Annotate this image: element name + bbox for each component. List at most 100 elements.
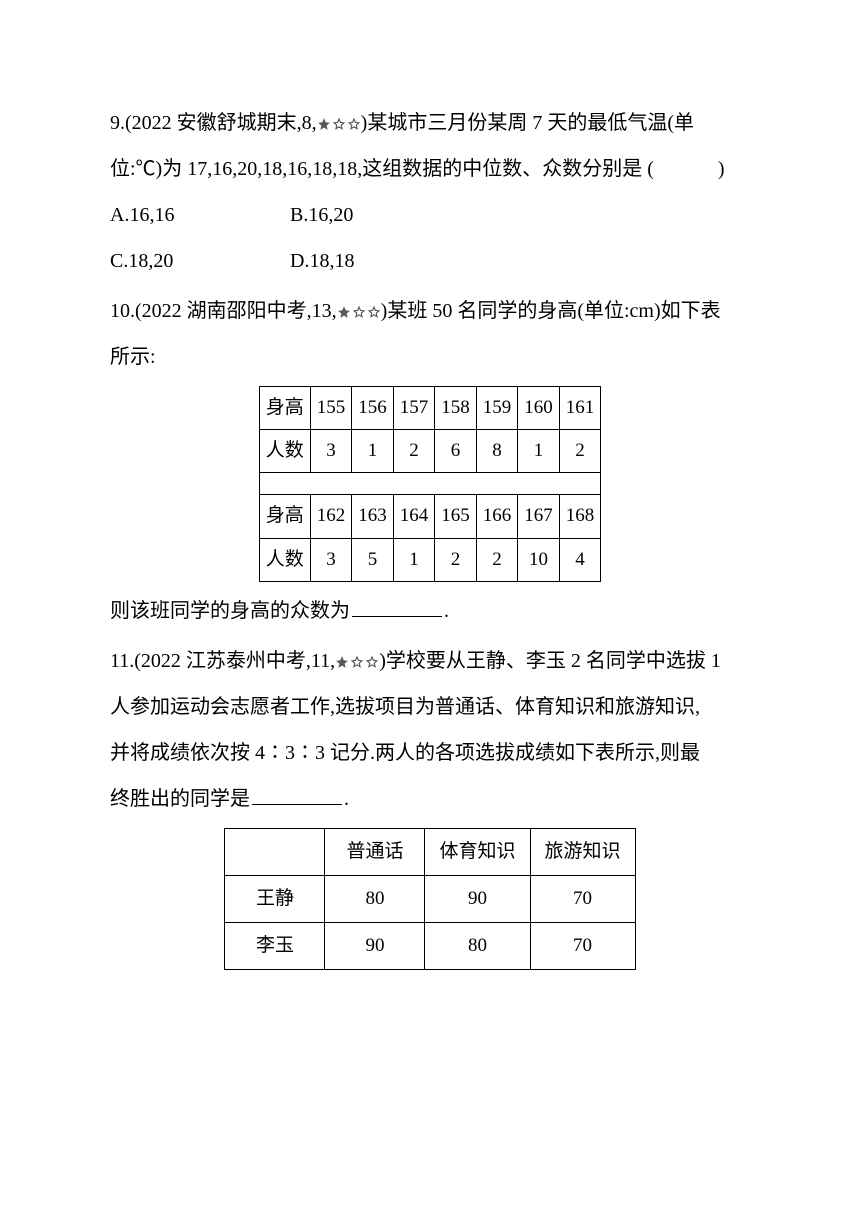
table-header: 旅游知识 bbox=[530, 828, 635, 875]
table-cell: 70 bbox=[530, 875, 635, 922]
table-cell: 166 bbox=[476, 495, 518, 538]
table-cell: 80 bbox=[325, 875, 425, 922]
table-cell: 70 bbox=[530, 923, 635, 970]
q11-source-prefix: (2022 江苏泰州中考,11, bbox=[134, 650, 335, 672]
table-cell: 80 bbox=[425, 923, 530, 970]
table-row: 普通话 体育知识 旅游知识 bbox=[225, 828, 635, 875]
q9-source-prefix: (2022 安徽舒城期末,8, bbox=[125, 112, 317, 134]
table-cell: 168 bbox=[559, 495, 601, 538]
table-cell: 3 bbox=[310, 538, 352, 581]
row-label: 人数 bbox=[259, 430, 310, 473]
table-spacer-row bbox=[259, 473, 601, 495]
q9-options-row2: C.18,20 D.18,18 bbox=[110, 238, 750, 284]
difficulty-stars-icon bbox=[335, 655, 379, 669]
scores-table: 普通话 体育知识 旅游知识 王静 80 90 70 李玉 90 80 70 bbox=[224, 828, 635, 971]
period: . bbox=[444, 600, 449, 622]
q10-source-prefix: (2022 湖南邵阳中考,13, bbox=[135, 300, 337, 322]
table-cell: 163 bbox=[352, 495, 394, 538]
table-cell: 6 bbox=[435, 430, 477, 473]
table-cell: 158 bbox=[435, 387, 477, 430]
table-cell: 2 bbox=[435, 538, 477, 581]
star-filled-icon bbox=[335, 655, 349, 669]
difficulty-stars-icon bbox=[317, 117, 361, 131]
row-label: 李玉 bbox=[225, 923, 325, 970]
table-cell: 4 bbox=[559, 538, 601, 581]
table-cell: 165 bbox=[435, 495, 477, 538]
q10-number: 10. bbox=[110, 300, 135, 322]
q11-conclusion: 终胜出的同学是 bbox=[110, 788, 250, 810]
table-cell: 2 bbox=[559, 430, 601, 473]
q9-text-line2: 位:℃)为 17,16,20,18,16,18,18,这组数据的中位数、众数分别… bbox=[110, 146, 750, 192]
q11-source-suffix: ) bbox=[379, 650, 386, 672]
option-c: C.18,20 bbox=[110, 238, 290, 284]
star-outline-icon bbox=[347, 117, 361, 131]
table-cell: 159 bbox=[476, 387, 518, 430]
table-cell: 161 bbox=[559, 387, 601, 430]
star-outline-icon bbox=[332, 117, 346, 131]
table-cell: 1 bbox=[393, 538, 435, 581]
row-label: 人数 bbox=[259, 538, 310, 581]
table-row: 身高 162 163 164 165 166 167 168 bbox=[259, 495, 601, 538]
q11-text-line2: 人参加运动会志愿者工作,选拔项目为普通话、体育知识和旅游知识, bbox=[110, 684, 750, 730]
star-outline-icon bbox=[365, 655, 379, 669]
q10-text-line1: 某班 50 名同学的身高(单位:cm)如下表 bbox=[387, 300, 720, 322]
q11-text-line4: 终胜出的同学是. bbox=[110, 776, 750, 822]
q11-number: 11. bbox=[110, 650, 134, 672]
q9-body: 位:℃)为 17,16,20,18,16,18,18,这组数据的中位数、众数分别… bbox=[110, 158, 642, 180]
table-row: 王静 80 90 70 bbox=[225, 875, 635, 922]
answer-paren: ( ) bbox=[647, 158, 732, 180]
table-cell: 2 bbox=[476, 538, 518, 581]
difficulty-stars-icon bbox=[337, 305, 381, 319]
table-cell: 157 bbox=[393, 387, 435, 430]
table-cell: 3 bbox=[310, 430, 352, 473]
spacer-cell bbox=[559, 473, 601, 495]
table-header: 体育知识 bbox=[425, 828, 530, 875]
table-cell: 2 bbox=[393, 430, 435, 473]
q11-text-line1: 学校要从王静、李玉 2 名同学中选拔 1 bbox=[386, 650, 721, 672]
table-cell: 90 bbox=[425, 875, 530, 922]
table-cell: 162 bbox=[310, 495, 352, 538]
star-filled-icon bbox=[337, 305, 351, 319]
table-row: 人数 3 5 1 2 2 10 4 bbox=[259, 538, 601, 581]
table-cell: 10 bbox=[518, 538, 560, 581]
table-header: 普通话 bbox=[325, 828, 425, 875]
table-cell: 8 bbox=[476, 430, 518, 473]
table-cell: 156 bbox=[352, 387, 394, 430]
table-cell: 1 bbox=[518, 430, 560, 473]
q9-number: 9. bbox=[110, 112, 125, 134]
star-outline-icon bbox=[352, 305, 366, 319]
star-outline-icon bbox=[367, 305, 381, 319]
row-label: 王静 bbox=[225, 875, 325, 922]
q10-text-line2: 所示: bbox=[110, 334, 750, 380]
answer-blank bbox=[252, 785, 342, 805]
table-row: 人数 3 1 2 6 8 1 2 bbox=[259, 430, 601, 473]
q10-after-text: 则该班同学的身高的众数为. bbox=[110, 588, 750, 634]
row-label: 身高 bbox=[259, 495, 310, 538]
row-label: 身高 bbox=[259, 387, 310, 430]
table-header bbox=[225, 828, 325, 875]
table-cell: 90 bbox=[325, 923, 425, 970]
table-cell: 160 bbox=[518, 387, 560, 430]
table-cell: 155 bbox=[310, 387, 352, 430]
spacer-cell bbox=[259, 473, 310, 495]
table-cell: 1 bbox=[352, 430, 394, 473]
heights-table-wrap: 身高 155 156 157 158 159 160 161 人数 3 1 2 … bbox=[110, 386, 750, 582]
option-d: D.18,18 bbox=[290, 238, 470, 284]
q10-conclusion: 则该班同学的身高的众数为 bbox=[110, 600, 350, 622]
table-row: 李玉 90 80 70 bbox=[225, 923, 635, 970]
q11-text-line3: 并将成绩依次按 4∶3∶3 记分.两人的各项选拔成绩如下表所示,则最 bbox=[110, 730, 750, 776]
question-9: 9.(2022 安徽舒城期末,8, )某城市三月份某周 7 天的最低气温(单 位… bbox=[110, 100, 750, 284]
spacer-cell bbox=[310, 473, 559, 495]
period: . bbox=[344, 788, 349, 810]
q9-options-row1: A.16,16 B.16,20 bbox=[110, 192, 750, 238]
option-a: A.16,16 bbox=[110, 192, 290, 238]
table-row: 身高 155 156 157 158 159 160 161 bbox=[259, 387, 601, 430]
scores-table-wrap: 普通话 体育知识 旅游知识 王静 80 90 70 李玉 90 80 70 bbox=[110, 828, 750, 971]
table-cell: 164 bbox=[393, 495, 435, 538]
star-filled-icon bbox=[317, 117, 331, 131]
q9-text-line1: 某城市三月份某周 7 天的最低气温(单 bbox=[367, 112, 694, 134]
question-11: 11.(2022 江苏泰州中考,11, )学校要从王静、李玉 2 名同学中选拔 … bbox=[110, 638, 750, 971]
star-outline-icon bbox=[350, 655, 364, 669]
answer-blank bbox=[352, 597, 442, 617]
table-cell: 167 bbox=[518, 495, 560, 538]
